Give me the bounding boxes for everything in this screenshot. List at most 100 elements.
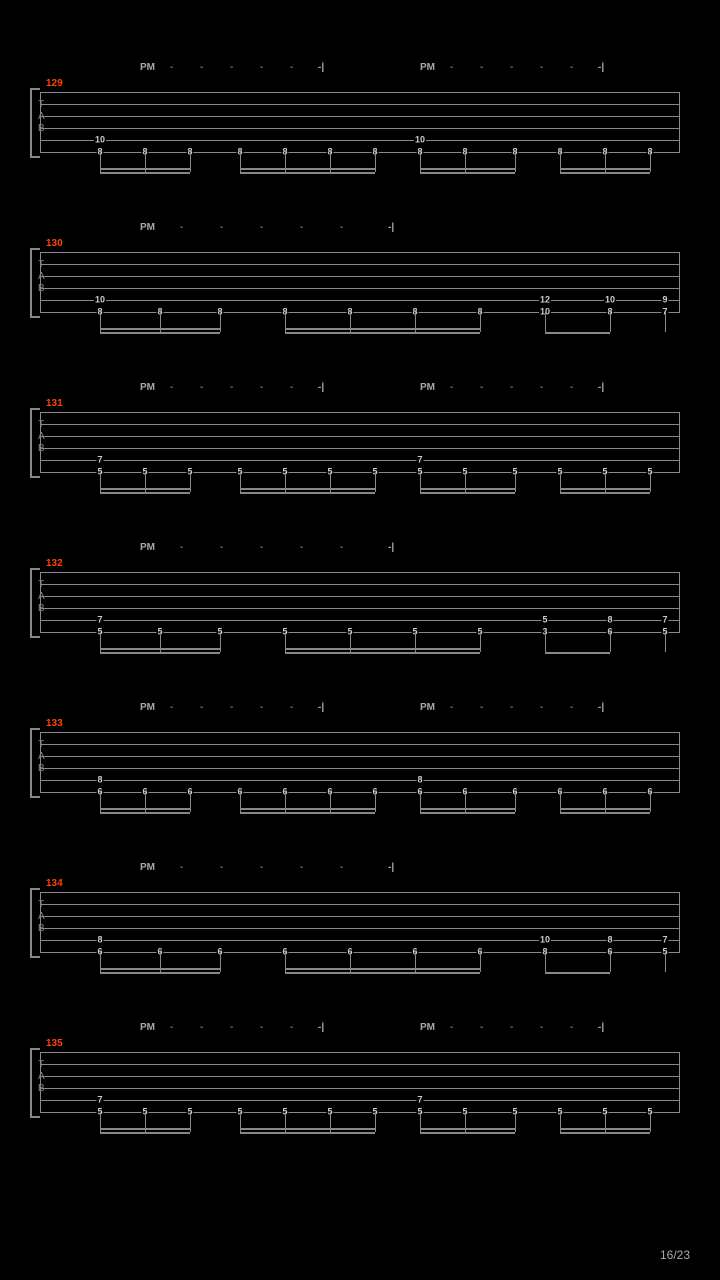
fret-number: 7 [661,936,668,945]
string-line [40,780,680,781]
beam [420,1132,515,1134]
palm-mute-row: PM------|PM------| [40,382,680,396]
beam [240,812,375,814]
palm-mute-dash: - [260,1022,263,1033]
beam [100,812,190,814]
note-stem [515,1112,516,1132]
fret-number: 7 [96,616,103,625]
stem-beam-group [40,792,680,822]
beam [100,172,190,174]
string-line [40,1064,680,1065]
barline [679,732,680,792]
fret-number: 7 [661,616,668,625]
barline [40,892,41,952]
palm-mute-dash: - [290,1022,293,1033]
note-stem [610,312,611,332]
beam [545,332,610,334]
palm-mute-dash: - [300,862,303,873]
note-stem [545,632,546,652]
barline [679,572,680,632]
note-stem [375,792,376,812]
palm-mute-dash: - [200,62,203,73]
beam [100,648,220,650]
beam [285,968,480,970]
beam [420,1128,515,1130]
beam [240,168,375,170]
beam [100,332,220,334]
palm-mute-end: -| [318,62,324,73]
note-stem [650,1112,651,1132]
fret-number: 7 [416,456,423,465]
palm-mute-dash: - [570,382,573,393]
beam [100,1132,190,1134]
palm-mute-dash: - [170,62,173,73]
string-line [40,140,680,141]
palm-mute-dash: - [480,702,483,713]
palm-mute-dash: - [340,542,343,553]
palm-mute-dash: - [480,62,483,73]
palm-mute-dash: - [540,382,543,393]
beam [240,808,375,810]
string-line [40,1052,680,1053]
beam [545,972,610,974]
palm-mute-dash: - [340,862,343,873]
note-stem [220,312,221,332]
beam [240,492,375,494]
note-stem [220,952,221,972]
fret-number: 8 [416,776,423,785]
tab-staff: 10888888810888888 [40,92,680,152]
beam [420,812,515,814]
palm-mute-dash: - [540,62,543,73]
palm-mute-end: -| [598,382,604,393]
fret-number: 8 [96,776,103,785]
string-line [40,460,680,461]
palm-mute-dash: - [230,62,233,73]
string-line [40,264,680,265]
note-stem [480,632,481,652]
palm-mute-dash: - [200,382,203,393]
palm-mute-dash: - [540,1022,543,1033]
palm-mute-row: PM------| [40,542,680,556]
palm-mute-label: PM [140,62,155,73]
note-stem [480,312,481,332]
fret-number: 7 [96,456,103,465]
measure-number: 129 [46,78,63,89]
palm-mute-dash: - [510,62,513,73]
note-stem [665,632,666,652]
note-stem [545,312,546,332]
string-line [40,288,680,289]
stem-beam-group [40,152,680,182]
note-stem [610,952,611,972]
palm-mute-dash: - [230,382,233,393]
note-stem [190,472,191,492]
note-stem [650,792,651,812]
beam [420,168,515,170]
barline [40,412,41,472]
beam [285,652,480,654]
fret-number: 10 [94,136,106,145]
tab-staff: 75555555538675 [40,572,680,632]
string-line [40,1088,680,1089]
beam [560,168,650,170]
string-line [40,412,680,413]
beam [100,492,190,494]
note-stem [480,952,481,972]
palm-mute-end: -| [598,1022,604,1033]
beam [285,972,480,974]
palm-mute-dash: - [170,702,173,713]
palm-mute-row: PM------|PM------| [40,62,680,76]
palm-mute-label: PM [140,382,155,393]
tab-staff: 866666661088675 [40,892,680,952]
string-line [40,940,680,941]
beam [240,488,375,490]
beam [100,168,190,170]
beam [100,488,190,490]
palm-mute-dash: - [260,222,263,233]
palm-mute-dash: - [480,1022,483,1033]
beam [285,332,480,334]
beam [420,172,515,174]
palm-mute-dash: - [300,542,303,553]
palm-mute-label: PM [420,1022,435,1033]
measure-number: 131 [46,398,63,409]
palm-mute-dash: - [570,1022,573,1033]
